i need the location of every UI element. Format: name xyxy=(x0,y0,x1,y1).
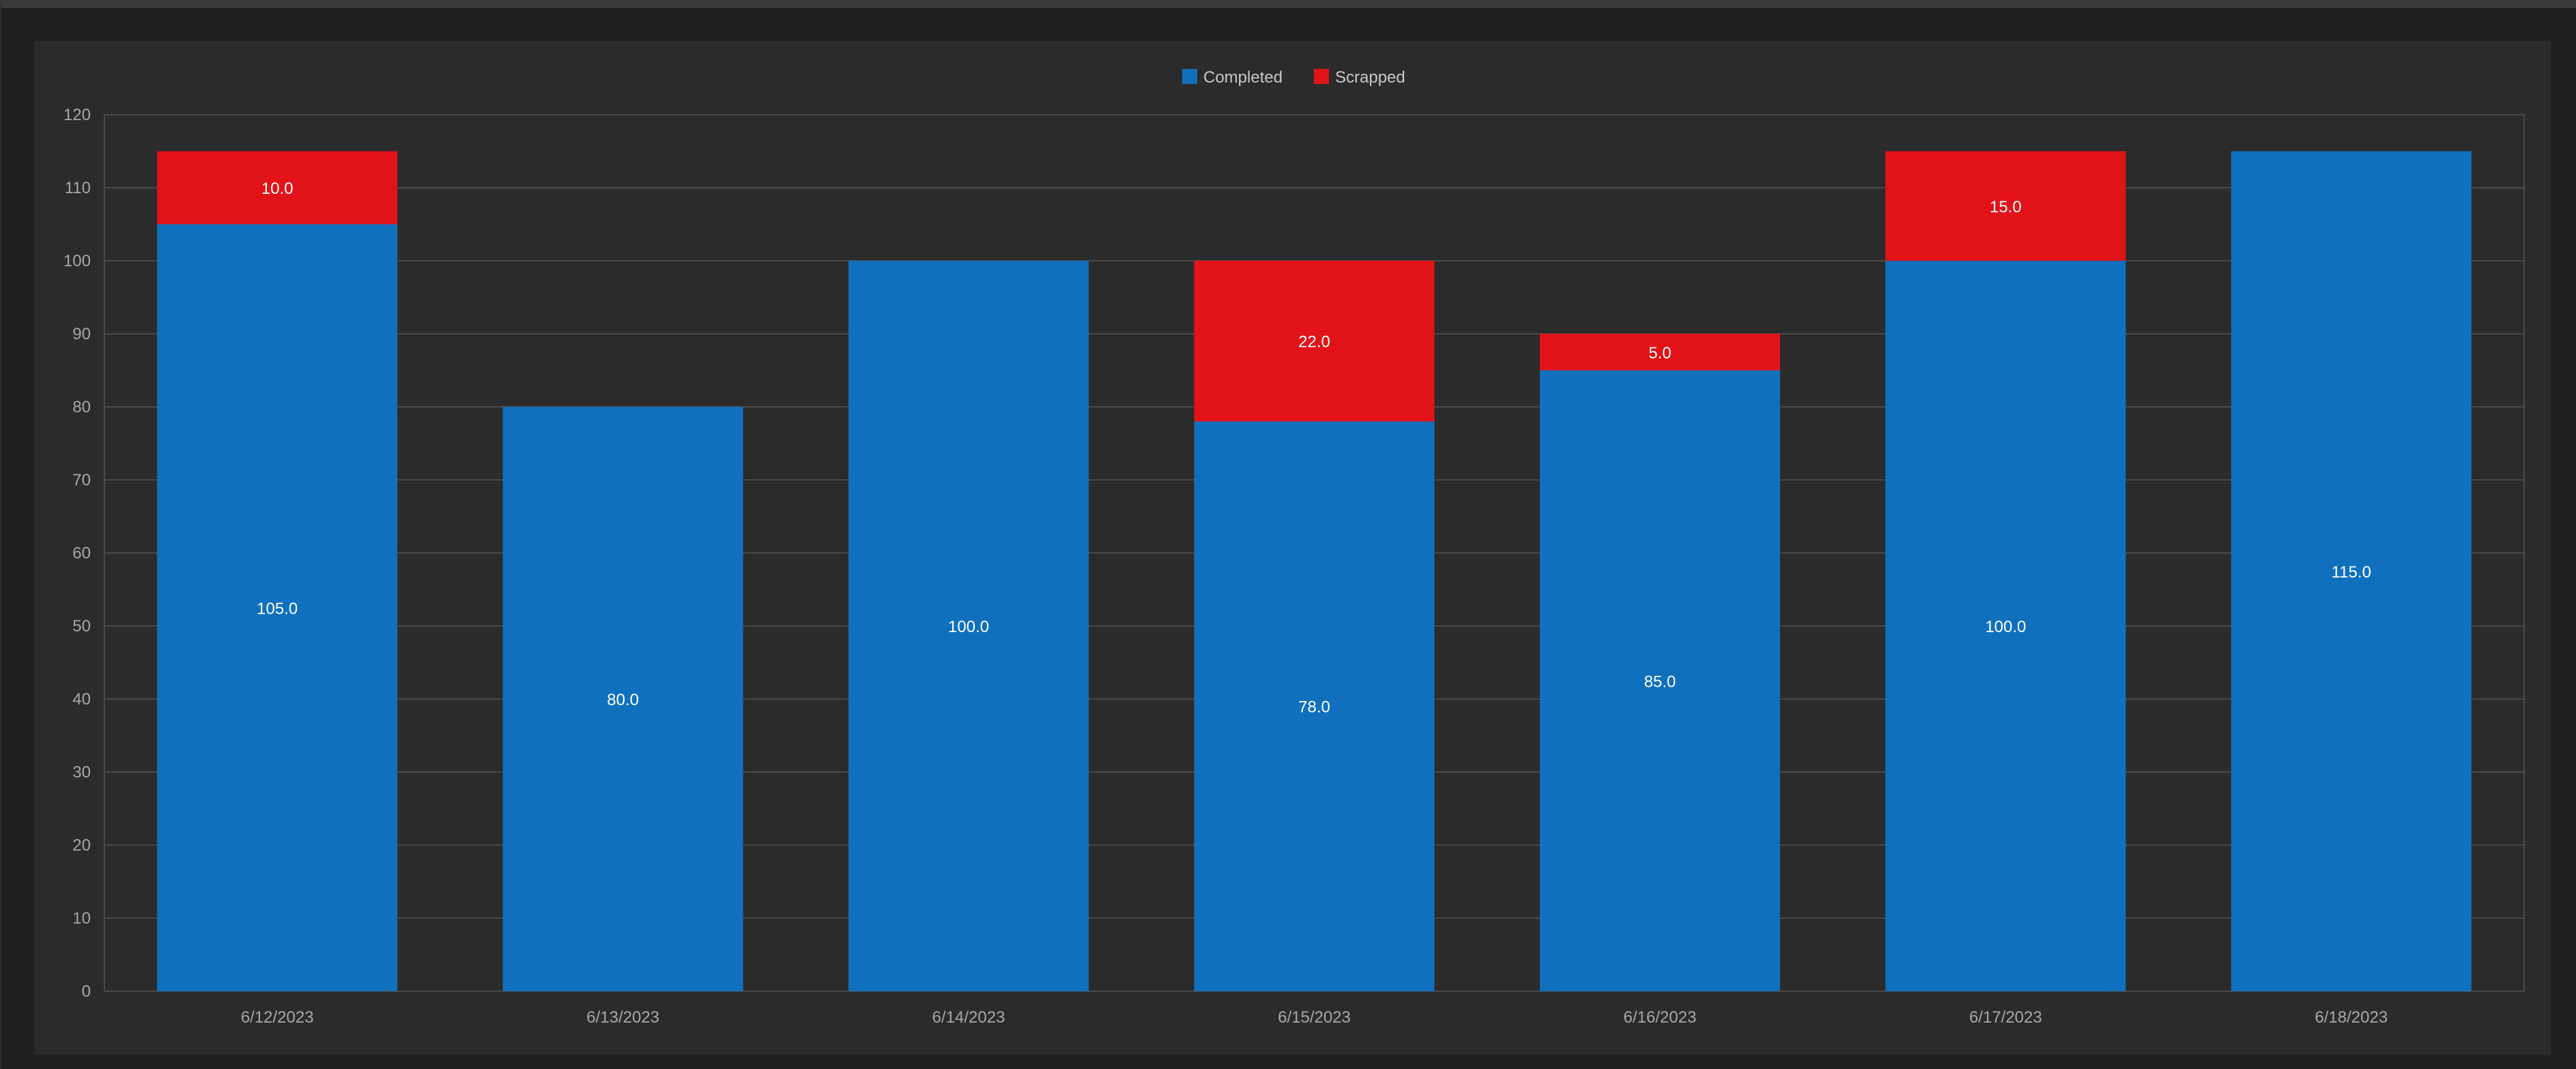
bar-completed-6/13/2023 xyxy=(502,407,743,991)
x-tick-label: 6/12/2023 xyxy=(241,1008,314,1027)
bar-label-scrapped-6/15/2023: 22.0 xyxy=(1298,333,1330,352)
bar-label-scrapped-6/17/2023: 15.0 xyxy=(1990,198,2022,216)
bar-label-completed-6/16/2023: 85.0 xyxy=(1644,672,1676,691)
bar-label-completed-6/14/2023: 100.0 xyxy=(948,618,989,636)
y-tick-label: 30 xyxy=(72,763,91,782)
bar-scrapped-6/12/2023 xyxy=(157,151,398,225)
bar-label-scrapped-6/12/2023: 10.0 xyxy=(261,180,294,198)
legend: Completed Scrapped xyxy=(1182,68,1405,87)
x-tick-label: 6/14/2023 xyxy=(932,1008,1005,1027)
x-axis-ticks: 6/12/2023 6/13/2023 6/14/2023 6/15/2023 6/16… xyxy=(241,1008,2388,1027)
legend-label-scrapped: Scrapped xyxy=(1335,68,1405,87)
bar-scrapped-6/15/2023 xyxy=(1194,261,1435,422)
x-tick-label: 6/15/2023 xyxy=(1278,1008,1351,1027)
y-tick-label: 50 xyxy=(72,617,91,636)
bar-label-scrapped-6/16/2023: 5.0 xyxy=(1648,344,1671,362)
bar-label-completed-6/17/2023: 100.0 xyxy=(1985,618,2026,636)
x-tick-label: 6/18/2023 xyxy=(2315,1008,2388,1027)
bars: 105.0 10.0 80.0 100.0 78.0 22.0 85.0 5.0 100.0 15… xyxy=(157,151,2472,991)
legend-label-completed: Completed xyxy=(1203,68,1283,87)
legend-swatch-scrapped xyxy=(1314,69,1329,84)
bar-scrapped-6/16/2023 xyxy=(1539,334,1780,371)
y-tick-label: 10 xyxy=(72,909,91,928)
y-tick-label: 120 xyxy=(63,106,91,124)
y-tick-label: 110 xyxy=(65,179,91,197)
bar-completed-6/18/2023 xyxy=(2231,151,2472,991)
y-tick-label: 20 xyxy=(72,836,91,855)
y-tick-label: 0 xyxy=(82,982,91,1001)
bar-scrapped-6/17/2023 xyxy=(1885,151,2126,261)
stacked-bar-chart: Completed Scrapped 0 10 20 30 40 50 60 70 80 90 100… xyxy=(63,68,2525,1027)
bar-completed-6/14/2023 xyxy=(848,261,1089,991)
bar-label-completed-6/15/2023: 78.0 xyxy=(1298,698,1330,717)
y-tick-label: 70 xyxy=(72,471,91,489)
bar-completed-6/17/2023 xyxy=(1885,261,2126,991)
chart-panel: Completed Scrapped 0 10 20 30 40 50 60 70 80 90 100… xyxy=(34,41,2551,1055)
bar-completed-6/15/2023 xyxy=(1194,421,1435,991)
y-tick-label: 100 xyxy=(63,252,91,270)
bar-label-completed-6/18/2023: 115.0 xyxy=(2332,563,2371,582)
x-tick-label: 6/17/2023 xyxy=(1969,1008,2042,1027)
y-tick-label: 60 xyxy=(72,544,91,562)
y-tick-label: 40 xyxy=(72,690,91,709)
x-tick-label: 6/16/2023 xyxy=(1624,1008,1697,1027)
bar-completed-6/16/2023 xyxy=(1539,370,1780,991)
legend-swatch-completed xyxy=(1182,69,1197,84)
x-tick-label: 6/13/2023 xyxy=(586,1008,659,1027)
bar-completed-6/12/2023 xyxy=(157,224,398,991)
bar-label-completed-6/12/2023: 105.0 xyxy=(257,599,298,618)
bar-label-completed-6/13/2023: 80.0 xyxy=(607,691,639,709)
y-axis-ticks: 0 10 20 30 40 50 60 70 80 90 100 110 120 xyxy=(63,106,91,1001)
y-tick-label: 90 xyxy=(72,325,91,343)
y-tick-label: 80 xyxy=(72,398,91,416)
